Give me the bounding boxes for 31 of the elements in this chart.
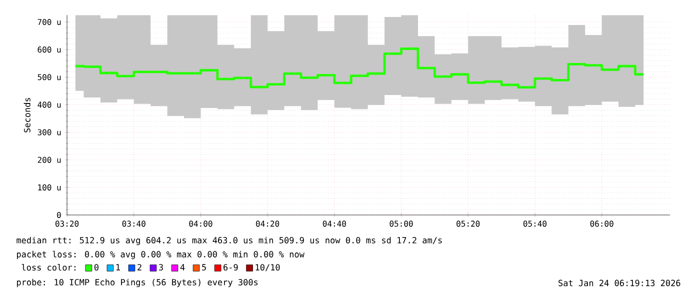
- y-axis-title: Seconds: [24, 98, 30, 132]
- legend-title: loss color:: [22, 264, 76, 271]
- text: packet loss: 0.00 % avg 0.00 % max 0.00 % min 0.00 % now: [17, 250, 304, 260]
- x-tick-label: 04:20: [256, 220, 280, 227]
- y-tick-label: 0: [57, 212, 61, 218]
- legend-label: 3: [159, 264, 163, 271]
- x-tick-label: 04:00: [189, 220, 212, 227]
- x-tick-label: 04:40: [322, 220, 346, 227]
- x-tick-label: 05:20: [456, 220, 480, 227]
- y-tick-label: 500 u: [38, 74, 61, 80]
- legend-label: 10/10: [256, 264, 280, 272]
- legend-label: 4: [180, 264, 185, 270]
- text: probe: 10 ICMP Echo Pings (56 Bytes) every 300s: [17, 278, 258, 288]
- y-tick-label: 600 u: [38, 46, 61, 53]
- y-tick-label: 400 u: [38, 102, 61, 108]
- x-tick-label: 05:40: [523, 220, 546, 227]
- y-tick-label: 200 u: [38, 156, 61, 163]
- x-tick-label: 03:40: [122, 220, 146, 227]
- x-tick-label: 06:00: [590, 220, 614, 227]
- legend-label: 0: [94, 264, 98, 271]
- y-tick-label: 700 u: [38, 18, 61, 26]
- legend-label: 6-9: [224, 264, 238, 271]
- text: Sat Jan 24 06:19:13 2026: [558, 280, 680, 286]
- y-tick-label: 100 u: [38, 184, 61, 190]
- x-tick-label: 03:20: [55, 220, 79, 227]
- legend-label: 5: [202, 264, 206, 270]
- x-tick-label: 05:00: [390, 220, 413, 227]
- legend-label: 1: [116, 264, 120, 270]
- text: median rtt: 512.9 us avg 604.2 us max 463.0 us min 509.9 us now 0.0 ms sd 17.2 am/s: [16, 236, 442, 246]
- y-tick-label: 300 u: [38, 129, 61, 136]
- legend-label: 2: [138, 264, 142, 270]
